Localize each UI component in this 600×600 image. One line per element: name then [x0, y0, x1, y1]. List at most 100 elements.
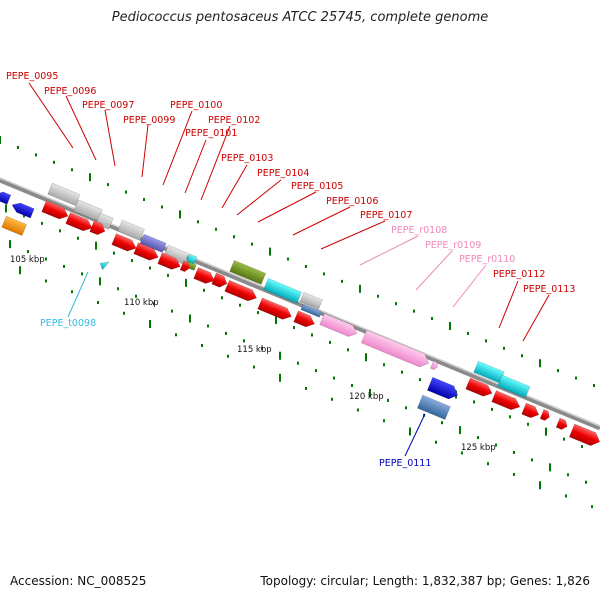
- tick-mark: [143, 198, 145, 202]
- tick-mark: [97, 301, 99, 305]
- gene-label: PEPE_0105: [291, 181, 343, 192]
- tick-mark: [77, 236, 79, 240]
- tick-mark: [261, 346, 263, 350]
- gene-label: PEPE_0096: [44, 86, 96, 97]
- gene-feature: [99, 261, 110, 271]
- tick-mark: [149, 266, 151, 270]
- tick-mark: [305, 386, 307, 390]
- gene-feature: [257, 297, 292, 320]
- gene-feature: [568, 423, 600, 446]
- gene-label: PEPE_0106: [326, 196, 378, 207]
- tick-mark: [323, 272, 325, 276]
- gene-label: PEPE_0100: [170, 100, 222, 111]
- kbp-labels: 105 kbp 110 kbp 115 kbp 120 kbp 125 kbp: [10, 255, 496, 453]
- tick-mark: [215, 227, 217, 231]
- tick-mark: [0, 136, 1, 144]
- topology-text: Topology: circular; Length: 1,832,387 bp…: [260, 574, 590, 588]
- tick-mark: [287, 257, 289, 261]
- tick-mark: [113, 251, 115, 255]
- tick-mark: [477, 436, 479, 440]
- gene-feature: [521, 402, 540, 419]
- gene-feature: [539, 409, 550, 421]
- tick-mark: [135, 294, 137, 298]
- gene-label: PEPE_0099: [123, 115, 175, 126]
- tick-mark: [5, 204, 7, 213]
- tick-mark: [279, 351, 281, 360]
- gene-feature: [211, 272, 228, 288]
- tick-mark: [513, 472, 515, 476]
- tick-mark: [9, 240, 11, 249]
- gene-feature: [117, 219, 145, 241]
- tick-mark: [171, 309, 173, 313]
- tick-mark: [95, 241, 97, 250]
- tick-mark: [351, 383, 353, 387]
- tick-mark: [441, 421, 443, 425]
- tick-mark: [45, 257, 47, 261]
- tick-mark: [17, 145, 19, 149]
- tick-mark: [203, 288, 205, 292]
- tick-mark: [485, 339, 487, 343]
- gene-label: PEPE_r0108: [391, 225, 447, 236]
- tick-mark: [527, 422, 529, 426]
- gene-label: PEPE_t0098: [40, 318, 96, 329]
- tick-mark: [221, 296, 223, 300]
- tick-mark: [239, 303, 241, 307]
- gene-feature: [65, 212, 93, 232]
- tick-mark: [189, 314, 191, 323]
- tick-mark: [117, 287, 119, 291]
- tick-mark: [243, 339, 245, 343]
- tick-mark: [487, 462, 489, 466]
- tick-mark: [311, 333, 313, 337]
- gene-feature: [157, 252, 181, 270]
- tick-mark: [459, 426, 461, 435]
- gene-feature: [0, 191, 12, 205]
- gene-feature: [47, 182, 81, 206]
- tick-mark: [449, 322, 451, 330]
- tick-mark: [35, 153, 37, 157]
- tick-marks: [0, 136, 595, 509]
- gene-label: PEPE_0097: [82, 100, 134, 111]
- gene-feature: [319, 313, 358, 337]
- tick-mark: [395, 302, 397, 306]
- tick-mark: [125, 190, 127, 194]
- tick-mark: [467, 331, 469, 335]
- tick-mark: [225, 331, 227, 335]
- tick-mark: [473, 400, 475, 404]
- tick-mark: [563, 437, 565, 441]
- tick-mark: [197, 220, 199, 224]
- tick-mark: [495, 443, 497, 447]
- tick-mark: [539, 359, 541, 368]
- gene-feature: [299, 291, 323, 310]
- gene-label: PEPE_0101: [185, 128, 237, 139]
- leader-lines: [28, 82, 550, 457]
- gene-labels: PEPE_0095 PEPE_0096 PEPE_0097 PEPE_0099 …: [6, 71, 575, 469]
- tick-mark: [431, 317, 433, 321]
- gene-label: PEPE_0095: [6, 71, 58, 82]
- tick-mark: [161, 205, 163, 209]
- tick-mark: [59, 229, 61, 233]
- tick-mark: [377, 294, 379, 298]
- kbp-label-110: 110 kbp: [124, 298, 159, 308]
- tick-mark: [45, 279, 47, 283]
- tick-mark: [19, 266, 21, 275]
- gene-feature: [133, 242, 159, 261]
- tick-mark: [305, 264, 307, 268]
- tick-mark: [167, 273, 169, 277]
- gene-feature: [263, 278, 302, 304]
- tick-mark: [357, 408, 359, 412]
- tick-mark: [99, 277, 101, 286]
- kbp-label-120: 120 kbp: [349, 392, 384, 402]
- tick-mark: [383, 419, 385, 423]
- tick-mark: [585, 480, 587, 484]
- gene-label: PEPE_0111: [379, 458, 431, 469]
- tick-mark: [581, 445, 583, 449]
- tick-mark: [347, 348, 349, 352]
- tick-mark: [329, 340, 331, 344]
- gene-feature: [360, 329, 430, 368]
- tick-mark: [253, 365, 255, 369]
- tick-mark: [409, 427, 411, 436]
- tick-mark: [131, 259, 133, 263]
- gene-feature: [555, 417, 568, 430]
- gene-feature: [89, 220, 106, 236]
- tick-mark: [257, 311, 259, 315]
